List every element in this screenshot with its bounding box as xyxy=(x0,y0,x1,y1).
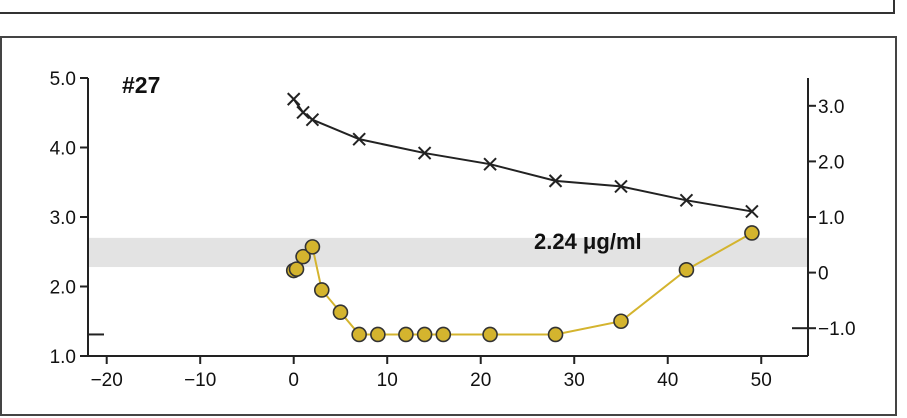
right-y-tick-label: 3.0 xyxy=(818,97,844,118)
x-tick-label: 50 xyxy=(751,370,772,391)
right-y-tick-label: 2.0 xyxy=(818,152,844,173)
series-2-point xyxy=(678,262,695,278)
left-y-tick-label: 5.0 xyxy=(50,69,76,90)
right-y-tick-label: 0 xyxy=(818,264,829,285)
left-y-tick-label: 4.0 xyxy=(50,139,76,160)
series-2-point xyxy=(482,326,498,343)
series-2-point xyxy=(332,304,349,321)
series-2-point xyxy=(295,248,311,265)
left-y-tick-label: 3.0 xyxy=(50,208,76,229)
series-1-point xyxy=(745,204,759,219)
series-1-line xyxy=(292,98,753,213)
series-2-point xyxy=(416,326,433,343)
right-y-tick-label: −1.0 xyxy=(818,319,856,340)
series-2-point xyxy=(288,261,305,277)
series-2-point xyxy=(313,282,330,298)
x-tick-label: −20 xyxy=(91,370,123,391)
series-2-point xyxy=(304,239,321,255)
series-1-point xyxy=(287,92,301,106)
chart-panel: −20 −10 0 10 20 30 40 50 1.0 2.0 3.0 4.0 5.0 −1.0 0 1.0… xyxy=(0,36,897,416)
x-tick-label: 40 xyxy=(657,370,678,391)
left-y-tick-label: 1.0 xyxy=(50,347,76,368)
right-y-tick-label: 1.0 xyxy=(818,208,844,229)
series-1-point xyxy=(296,105,310,120)
top-panel-frame xyxy=(0,0,895,14)
series-2-point xyxy=(398,326,414,343)
x-tick-label: 20 xyxy=(470,370,491,391)
band-label: 2.24 μg/ml xyxy=(534,229,642,254)
series-2-point xyxy=(547,326,564,343)
series-1-point xyxy=(352,132,366,146)
series-1-point xyxy=(483,157,497,171)
left-y-tick-label: 2.0 xyxy=(50,278,76,299)
chart-svg: −20 −10 0 10 20 30 40 50 1.0 2.0 3.0 4.0 5.0 −1.0 0 1.0… xyxy=(50,69,856,391)
series-1-point xyxy=(679,193,694,208)
reference-band xyxy=(88,237,808,268)
series-2-point xyxy=(613,313,629,330)
series-1-point xyxy=(614,179,628,194)
x-tick-label: 0 xyxy=(288,370,299,391)
series-1-point xyxy=(305,112,320,127)
x-tick-label: −10 xyxy=(184,370,216,391)
series-1-point xyxy=(417,146,432,160)
series-1-point xyxy=(548,174,563,188)
x-tick-label: 30 xyxy=(564,370,585,391)
chart-title: #27 xyxy=(122,72,160,98)
x-tick-label: 10 xyxy=(377,370,398,391)
series-2-point xyxy=(370,326,386,343)
series-2-point xyxy=(351,326,367,343)
series-2-point xyxy=(744,225,760,241)
series-2-point xyxy=(435,326,452,343)
